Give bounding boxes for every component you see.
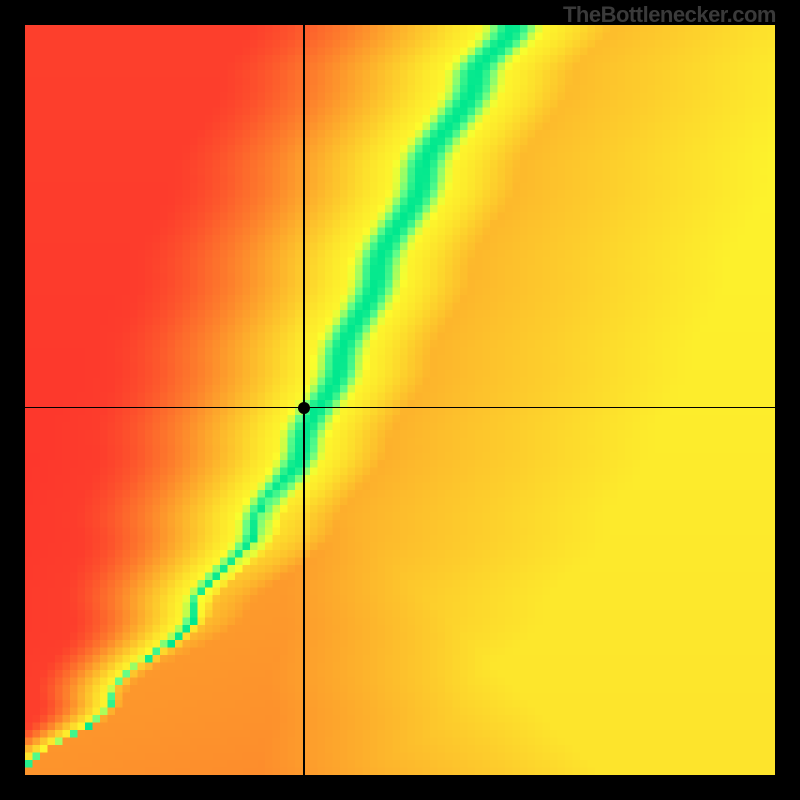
crosshair-vertical [303, 25, 304, 775]
bottleneck-heatmap [25, 25, 775, 775]
crosshair-horizontal [25, 407, 775, 408]
watermark-text: TheBottlenecker.com [563, 2, 776, 28]
chart-container: TheBottlenecker.com [0, 0, 800, 800]
selection-marker [298, 402, 310, 414]
